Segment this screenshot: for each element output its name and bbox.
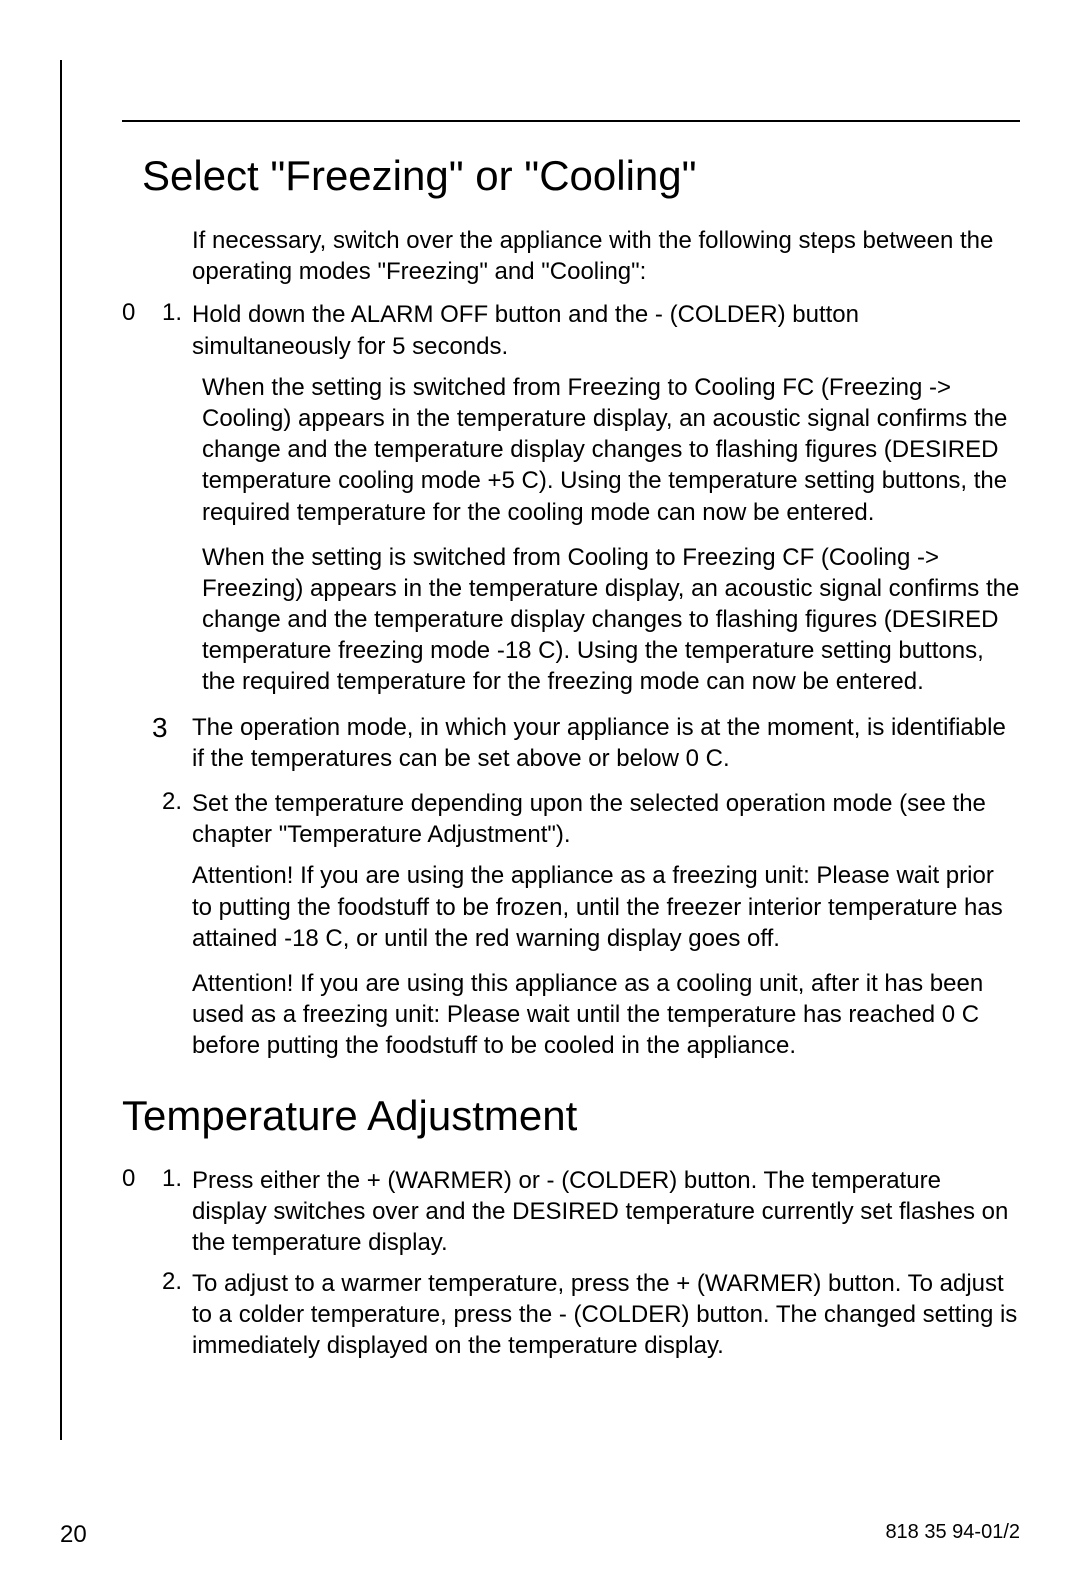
s2-step1-marker: 0: [122, 1165, 162, 1259]
step2-row: 2. Set the temperature depending upon th…: [162, 788, 1020, 850]
s2-step1-text: Press either the + (WARMER) or - (COLDER…: [192, 1165, 1020, 1259]
s2-step1-row: 0 1. Press either the + (WARMER) or - (C…: [122, 1165, 1020, 1259]
doc-reference: 818 35 94-01/2: [885, 1521, 1020, 1549]
s2-step2-row: 2. To adjust to a warmer temperature, pr…: [162, 1268, 1020, 1362]
section1-intro: If necessary, switch over the appliance …: [192, 225, 1020, 287]
step1-sub2: When the setting is switched from Coolin…: [202, 542, 1020, 698]
step1-text: Hold down the ALARM OFF button and the -…: [192, 299, 1020, 361]
s2-step1-number: 1.: [162, 1165, 192, 1259]
step1-row: 0 1. Hold down the ALARM OFF button and …: [122, 299, 1020, 361]
note-text: The operation mode, in which your applia…: [192, 712, 1020, 774]
s2-step2-number: 2.: [162, 1268, 192, 1362]
section2-title: Temperature Adjustment: [122, 1092, 1020, 1140]
page-footer: 20 818 35 94-01/2: [60, 1521, 1020, 1549]
page-content: Select "Freezing" or "Cooling" If necess…: [60, 60, 1080, 1440]
attention1: Attention! If you are using the applianc…: [192, 860, 1020, 954]
note-marker: 3: [152, 712, 192, 774]
step1-number: 1.: [162, 299, 192, 361]
s2-step2-text: To adjust to a warmer temperature, press…: [192, 1268, 1020, 1362]
top-rule: [122, 120, 1020, 122]
step1-marker: 0: [122, 299, 162, 361]
step2-text: Set the temperature depending upon the s…: [192, 788, 1020, 850]
page-number: 20: [60, 1521, 87, 1549]
note-row: 3 The operation mode, in which your appl…: [152, 712, 1020, 774]
attention2: Attention! If you are using this applian…: [192, 968, 1020, 1062]
step2-number: 2.: [162, 788, 192, 850]
step1-sub1: When the setting is switched from Freezi…: [202, 372, 1020, 528]
section1-title: Select "Freezing" or "Cooling": [142, 152, 1020, 200]
